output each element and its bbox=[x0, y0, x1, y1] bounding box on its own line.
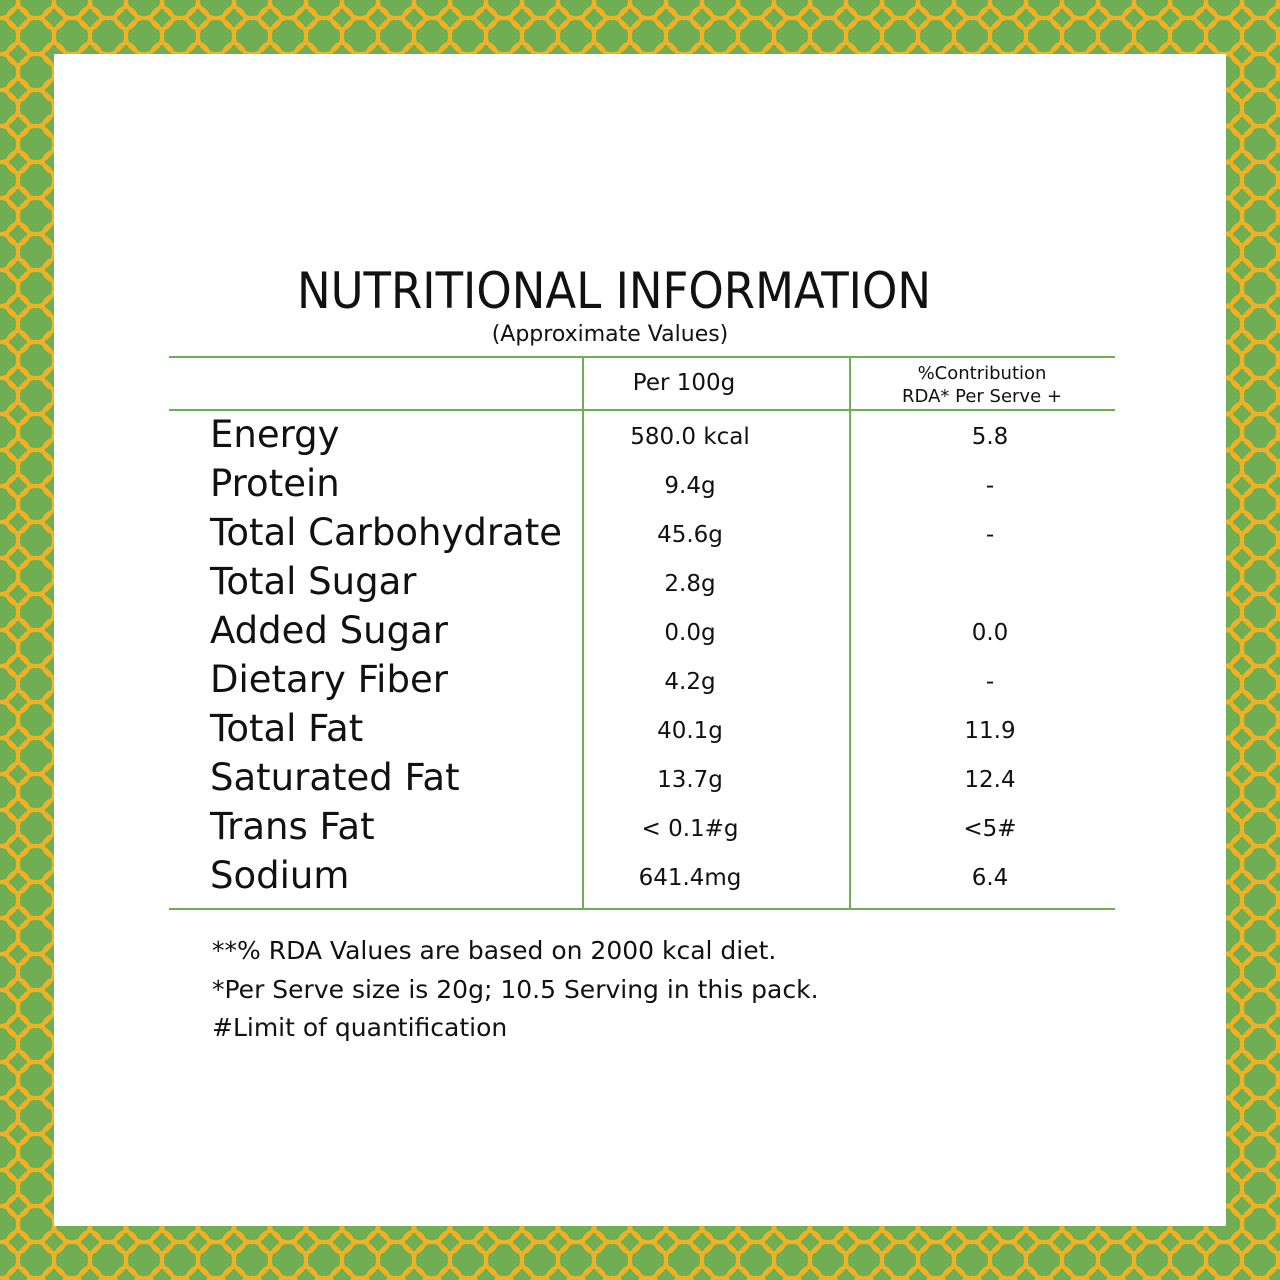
row-per100-value: 2.8g bbox=[664, 571, 716, 597]
column-divider-1 bbox=[582, 356, 584, 910]
content-panel bbox=[54, 54, 1226, 1226]
row-rda-value: <5# bbox=[963, 816, 1017, 842]
column-header-rda-line1: %Contribution bbox=[917, 363, 1047, 384]
row-per100-value: 641.4mg bbox=[638, 865, 742, 891]
row-rda-value: 5.8 bbox=[971, 424, 1009, 450]
row-label: Added Sugar bbox=[210, 609, 448, 652]
row-label: Protein bbox=[210, 462, 340, 505]
row-per100-value: 0.0g bbox=[664, 620, 716, 646]
row-per100-value: 45.6g bbox=[657, 522, 723, 548]
row-rda-value: - bbox=[985, 473, 995, 499]
footnote-rda-basis: **% RDA Values are based on 2000 kcal di… bbox=[212, 936, 777, 965]
row-per100-value: 40.1g bbox=[657, 718, 723, 744]
row-rda-value: - bbox=[985, 522, 995, 548]
page-title: NUTRITIONAL INFORMATION bbox=[296, 262, 932, 320]
column-header-rda-line2: RDA* Per Serve + bbox=[902, 386, 1062, 407]
row-per100-value: 9.4g bbox=[664, 473, 716, 499]
table-bottom-rule bbox=[169, 908, 1115, 910]
row-rda-value: 0.0 bbox=[971, 620, 1009, 646]
page-subtitle: (Approximate Values) bbox=[491, 322, 729, 347]
footnote-serve-size: *Per Serve size is 20g; 10.5 Serving in … bbox=[212, 975, 819, 1004]
row-label: Trans Fat bbox=[210, 805, 375, 848]
row-rda-value: - bbox=[985, 669, 995, 695]
row-rda-value: 6.4 bbox=[971, 865, 1009, 891]
row-label: Saturated Fat bbox=[210, 756, 460, 799]
row-label: Total Carbohydrate bbox=[210, 511, 563, 554]
table-top-rule bbox=[169, 356, 1115, 358]
row-label: Total Fat bbox=[210, 707, 364, 750]
row-label: Sodium bbox=[210, 854, 350, 897]
row-per100-value: 13.7g bbox=[657, 767, 723, 793]
row-rda-value: 11.9 bbox=[964, 718, 1016, 744]
table-header-rule bbox=[169, 409, 1115, 411]
row-per100-value: < 0.1#g bbox=[641, 816, 739, 842]
row-per100-value: 4.2g bbox=[664, 669, 716, 695]
footnote-limit-quantification: #Limit of quantification bbox=[212, 1013, 508, 1042]
row-per100-value: 580.0 kcal bbox=[630, 424, 750, 450]
row-rda-value: 12.4 bbox=[964, 767, 1016, 793]
row-label: Total Sugar bbox=[210, 560, 417, 603]
column-header-per100: Per 100g bbox=[632, 370, 736, 396]
row-label: Energy bbox=[210, 413, 340, 456]
row-label: Dietary Fiber bbox=[210, 658, 448, 701]
column-divider-2 bbox=[849, 356, 851, 910]
